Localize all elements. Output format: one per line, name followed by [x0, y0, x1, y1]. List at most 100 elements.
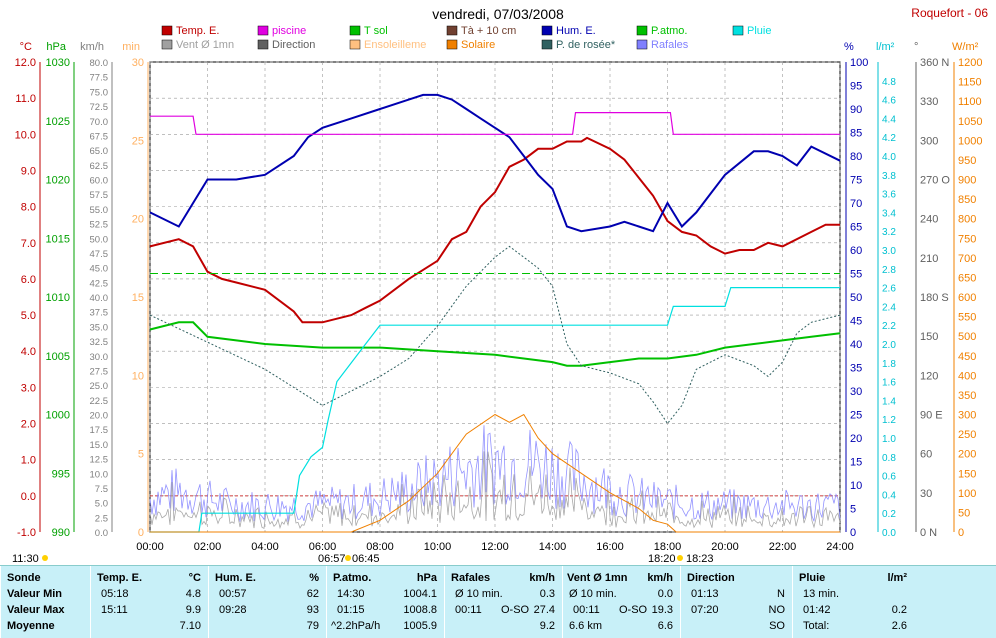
series-rosee: [149, 245, 841, 425]
axis-pct-tick: 45: [850, 316, 862, 328]
axis-lm2-unit: l/m²: [876, 41, 895, 53]
axis-deg-tick: 360 N: [920, 57, 949, 69]
vent-max-time: 00:11: [573, 604, 600, 616]
axis-deg-tick: 330: [920, 96, 938, 108]
axis-pct-tick: 40: [850, 339, 862, 351]
time-tick: 20:00: [711, 541, 739, 553]
axis-wm2-tick: 250: [958, 429, 976, 441]
weather-chart: 12.0 11.0 10.0 9.0 8.0 7.0 6.0 5.0 4.0 3.0 2.0 1.0 0…: [12, 25, 982, 565]
axis-lm2-tick: 0.4: [882, 490, 896, 501]
axis-kmh-tick: 5.0: [95, 499, 108, 510]
time-tick: 02:00: [194, 541, 222, 553]
axis-deg-tick: 270 O: [920, 175, 950, 187]
patmo-min-time: 14:30: [337, 588, 365, 600]
axis-pct-tick: 55: [850, 269, 862, 281]
rafales-max: 27.4: [533, 604, 555, 616]
hum-max: 93: [306, 604, 319, 616]
legend-swatch: [257, 39, 269, 50]
temp-avg: 7.10: [179, 620, 201, 632]
vent-max-dir: O-SO: [619, 604, 648, 616]
direction-r1-time: 01:13: [691, 588, 719, 600]
axis-temp-unit: °C: [20, 41, 32, 53]
direction-r1: N: [777, 588, 785, 600]
axis-lm2-tick: 3.4: [882, 208, 896, 219]
hum-min: 62: [306, 588, 319, 600]
axis-wm2-tick: 1050: [958, 116, 982, 128]
axis-hpa-tick: 995: [52, 468, 70, 480]
legend-swatch: [257, 25, 269, 36]
axis-deg-tick: 120: [920, 370, 938, 382]
axis-kmh-tick: 20.0: [90, 411, 109, 422]
axis-wm2-tick: 950: [958, 155, 976, 167]
axis-kmh-tick: 0.0: [95, 528, 108, 539]
page-title: vendredi, 07/03/2008: [432, 6, 564, 22]
vent-title: Vent Ø 1mn: [567, 572, 628, 584]
rafales-min-label: Ø 10 min.: [455, 588, 503, 600]
series-temp: [149, 136, 840, 324]
axis-pct-tick: 65: [850, 222, 862, 234]
axis-kmh-unit: km/h: [80, 41, 104, 53]
legend-label: Solaire: [461, 39, 495, 51]
direction-r2: NO: [768, 604, 786, 616]
patmo-min: 1004.1: [403, 588, 437, 600]
axis-min-tick: 0: [138, 527, 144, 539]
axis-hpa-tick: 1005: [46, 351, 70, 363]
rafales-avg: 9.2: [539, 620, 555, 632]
axis-wm2-tick: 600: [958, 292, 976, 304]
axis-lm2-tick: 3.6: [882, 190, 896, 201]
sunset-icon: [677, 555, 683, 561]
axis-lm2-tick: 0.2: [882, 509, 896, 520]
axis-lm2-tick: 3.0: [882, 246, 896, 257]
axis-pct-unit: %: [844, 41, 854, 53]
axis-pct-tick: 0: [850, 527, 856, 539]
legend-swatch: [161, 25, 173, 36]
axis-hpa-tick: 1025: [46, 116, 70, 128]
axis-lm2-tick: 3.8: [882, 171, 896, 182]
axis-hpa-tick: 990: [52, 527, 70, 539]
axis-lm2-tick: 0.8: [882, 453, 896, 464]
vent-avg: 6.6: [657, 620, 673, 632]
axis-wm2-tick: 1200: [958, 57, 982, 69]
vent-unit: km/h: [647, 572, 673, 584]
axis-hpa-tick: 1020: [46, 175, 70, 187]
legend-label: Pluie: [747, 25, 771, 37]
axis-lm2-tick: 1.2: [882, 415, 896, 426]
axis-kmh-tick: 27.5: [90, 366, 109, 377]
axis-wm2-tick: 1000: [958, 135, 982, 147]
axis-pct-tick: 70: [850, 198, 862, 210]
axis-deg-unit: °: [914, 41, 918, 53]
axis-kmh-tick: 70.0: [90, 117, 109, 128]
moon-rise-time: 11:30: [12, 553, 39, 565]
direction-r2-time: 07:20: [691, 604, 719, 616]
axis-pct-tick: 30: [850, 386, 862, 398]
axis-wm2-tick: 1150: [958, 77, 982, 89]
axis-kmh-tick: 65.0: [90, 146, 109, 157]
series-tsol: [149, 321, 841, 367]
axis-lm2-tick: 0.0: [882, 528, 896, 539]
axis-kmh-tick: 37.5: [90, 308, 109, 319]
axis-lm2-tick: 1.0: [882, 434, 896, 445]
legend-swatch: [732, 25, 744, 36]
axis-deg-tick: 180 S: [920, 292, 949, 304]
axis-min-tick: 15: [132, 292, 144, 304]
axis-lm2-tick: 1.4: [882, 396, 896, 407]
axis-wm2-tick: 400: [958, 370, 976, 382]
col-vent: Vent Ø 1mn km/h Ø 10 min. 0.0 00:11 O-SO…: [562, 566, 681, 638]
legend-label: Hum. E.: [556, 25, 596, 37]
col-patmo: P.atmo. hPa 14:30 1004.1 01:15 1008.8 ^2…: [326, 566, 445, 638]
axis-kmh-tick: 80.0: [90, 58, 109, 69]
axis-temp-tick: 12.0: [15, 57, 36, 69]
series-pluie: [150, 287, 840, 533]
axis-wm2-unit: W/m²: [952, 41, 979, 53]
temp-unit: °C: [188, 572, 201, 584]
axis-pct-tick: 60: [850, 245, 862, 257]
axis-wm2-tick: 850: [958, 194, 976, 206]
legend-swatch: [349, 39, 361, 50]
axis-lm2-tick: 2.2: [882, 321, 896, 332]
axis-lm2-tick: 1.6: [882, 378, 896, 389]
axis-pct-tick: 85: [850, 128, 862, 140]
axis-pct-tick: 95: [850, 81, 862, 93]
temp-max-time: 15:11: [101, 604, 128, 616]
axis-hpa-tick: 1000: [46, 410, 70, 422]
axis-hpa-tick: 1015: [46, 233, 70, 245]
